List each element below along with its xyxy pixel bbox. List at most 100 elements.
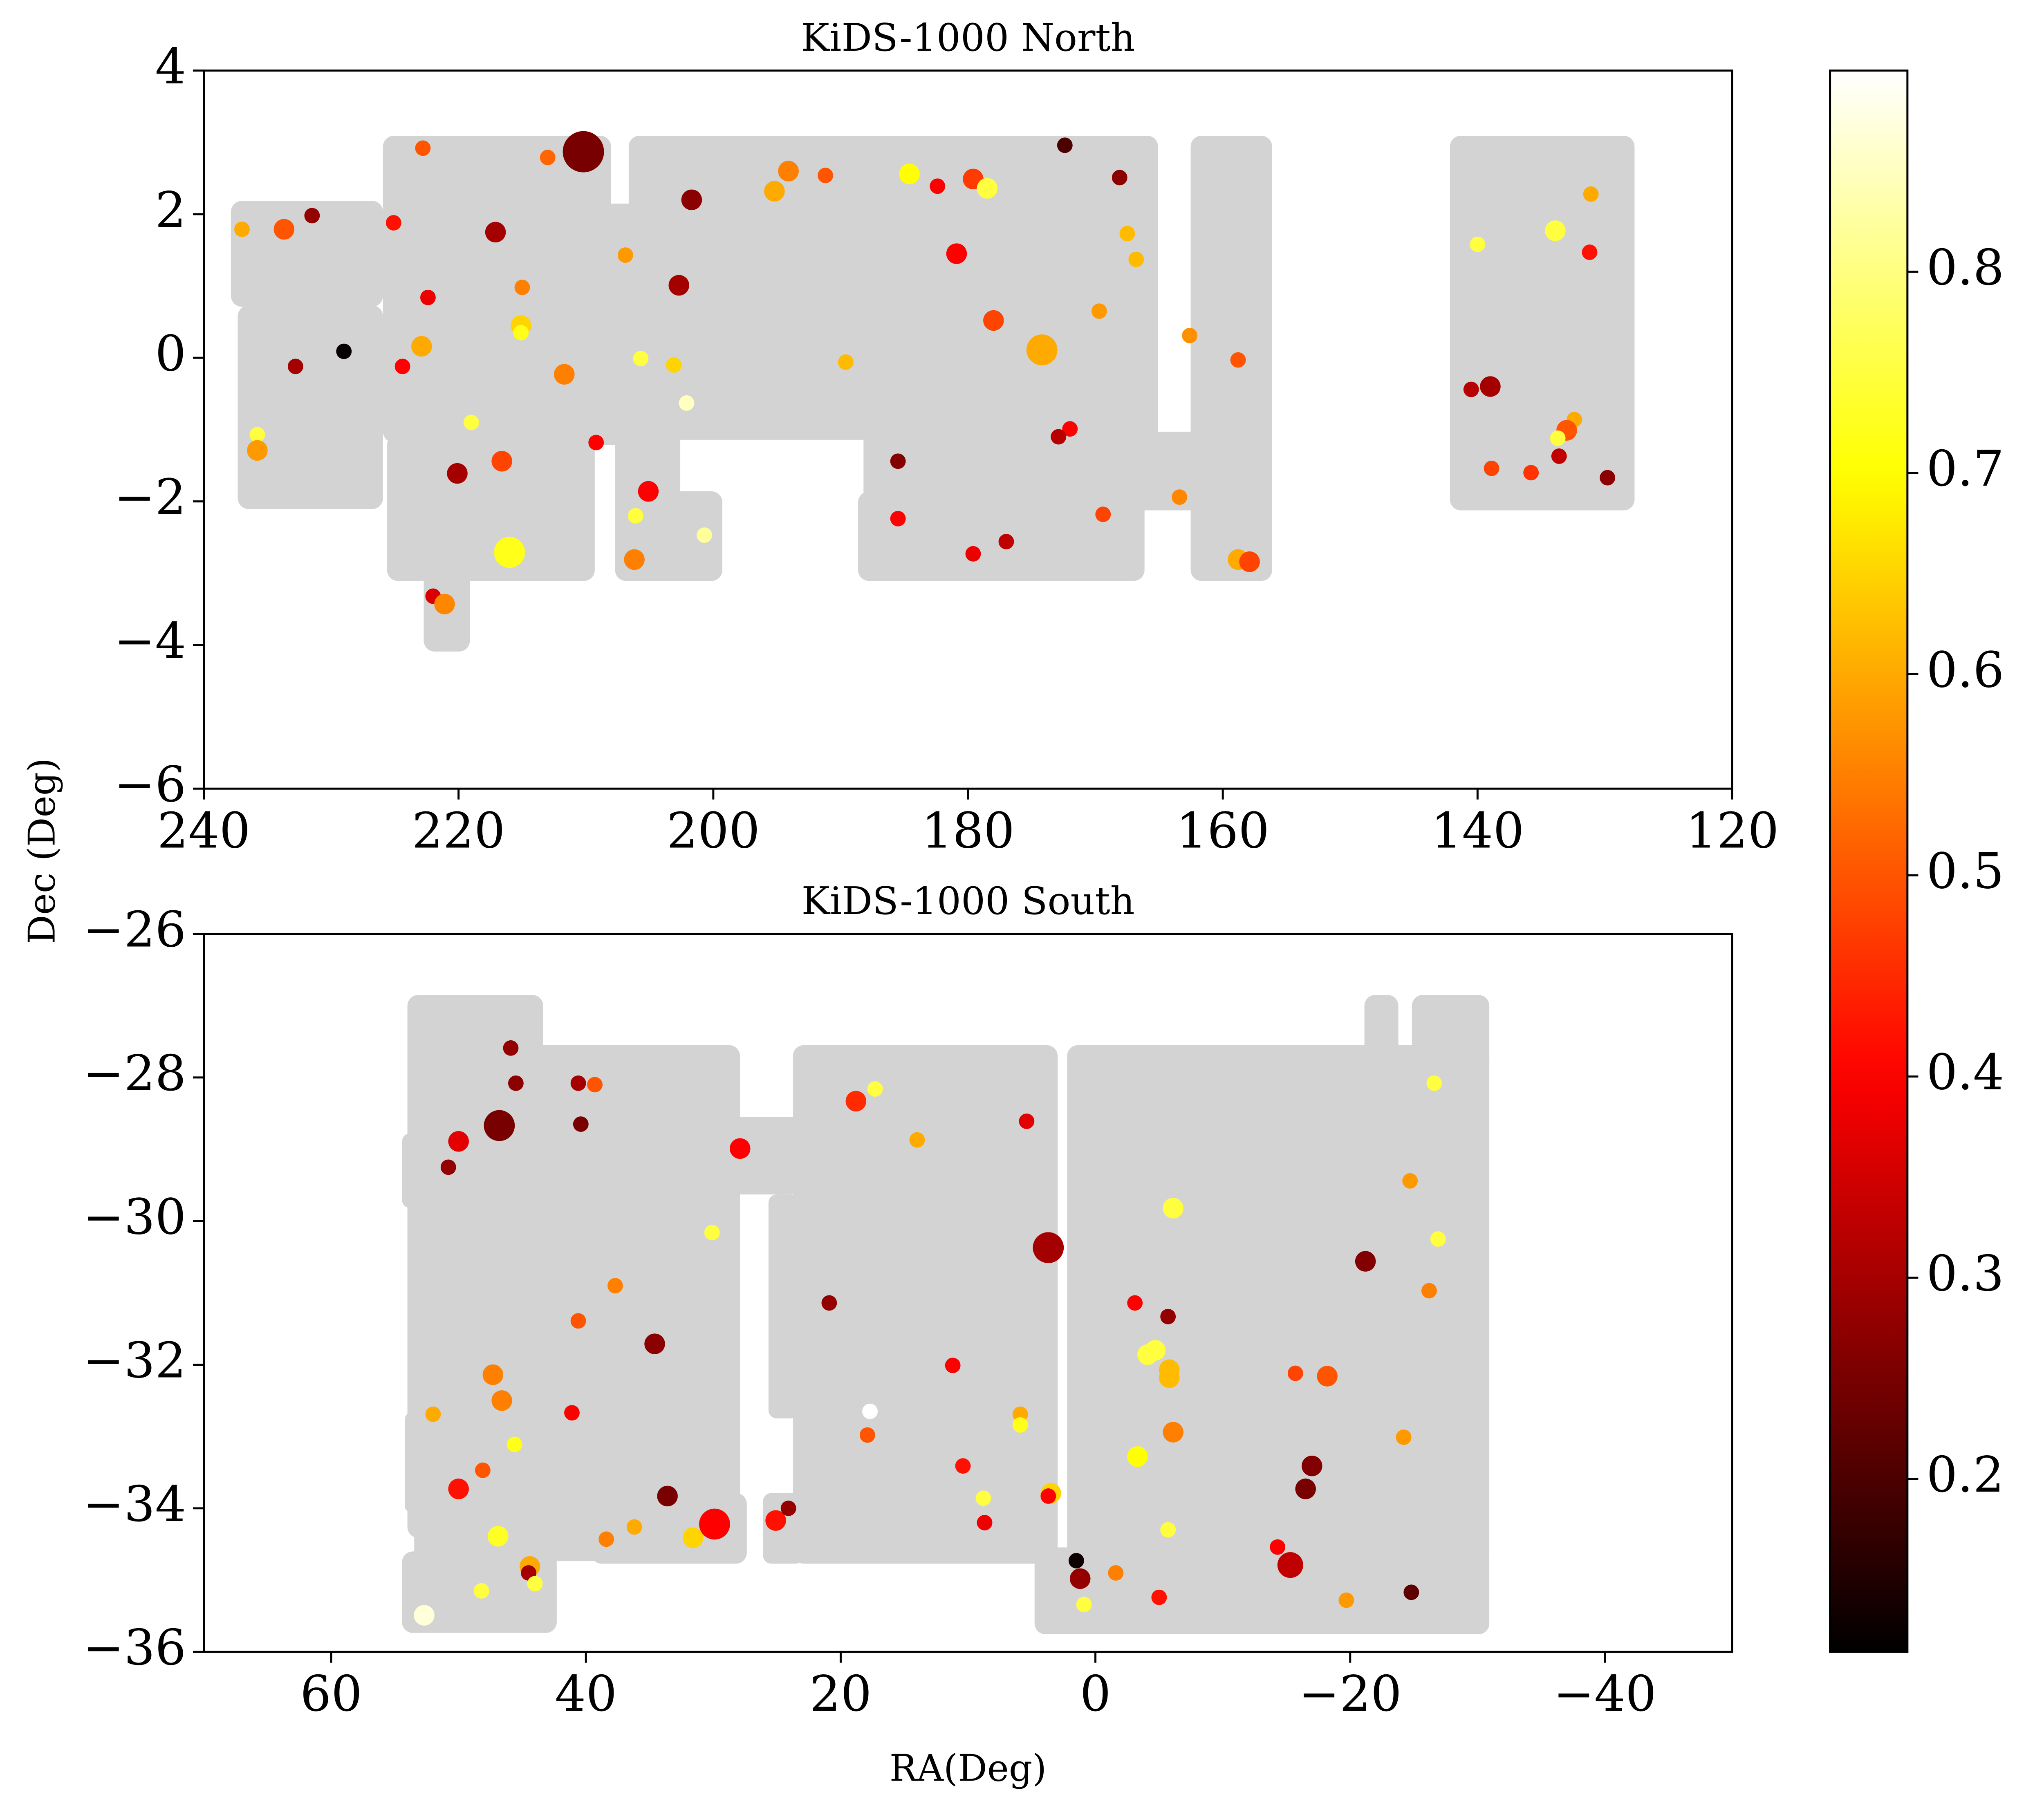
point (975, 1490, 991, 1506)
x-tick-label: 160 (1176, 802, 1269, 859)
colorbar-tick-label: 0.3 (1926, 1246, 2004, 1302)
point (1583, 186, 1599, 202)
x-tick-label: 60 (300, 1666, 362, 1723)
colorbar (1829, 69, 1909, 1653)
point (287, 358, 303, 374)
y-tick-label: −36 (83, 1620, 186, 1676)
point (626, 1519, 642, 1535)
point (1040, 1488, 1056, 1504)
point (440, 1159, 456, 1175)
point (818, 168, 833, 184)
point (977, 178, 997, 199)
point (681, 189, 702, 211)
points (234, 131, 1616, 615)
point (909, 1132, 925, 1148)
point (945, 1358, 961, 1373)
point (570, 1313, 586, 1329)
point (1182, 327, 1198, 343)
point (1317, 1366, 1338, 1387)
point (780, 1500, 796, 1516)
point (448, 1131, 469, 1152)
point (628, 508, 643, 524)
x-tick-label: 20 (809, 1666, 872, 1723)
point (1091, 303, 1107, 319)
point (764, 181, 785, 202)
y-tick-label: 4 (155, 38, 186, 95)
point (638, 481, 659, 502)
colorbar-tick-label: 0.8 (1926, 240, 2004, 296)
x-tick-label: 180 (921, 802, 1015, 859)
point (473, 1583, 489, 1599)
y-tick-label: −30 (83, 1189, 186, 1246)
point (1402, 1173, 1418, 1189)
point (448, 1479, 469, 1499)
point (475, 1462, 491, 1478)
x-tick-label: 0 (1080, 1666, 1111, 1723)
y-tick-label: −32 (83, 1333, 186, 1389)
point (867, 1081, 883, 1097)
point (573, 1116, 589, 1132)
point (644, 1333, 665, 1354)
y-tick-label: −4 (114, 613, 186, 670)
y-tick-label: −26 (83, 902, 186, 959)
chart-title: KiDS-1000 South (801, 879, 1134, 923)
point (1600, 470, 1616, 486)
point (1062, 421, 1078, 437)
point (598, 1531, 614, 1547)
point (463, 414, 479, 430)
point (1523, 465, 1539, 481)
point (1159, 1367, 1180, 1388)
point (1127, 1446, 1148, 1467)
colorbar-tick-label: 0.6 (1926, 642, 2004, 699)
colorbar-tick-label: 0.4 (1926, 1044, 2004, 1101)
point (1033, 1232, 1064, 1264)
point (1160, 1308, 1176, 1324)
point (491, 1390, 512, 1411)
point (1270, 1539, 1286, 1555)
point (668, 275, 689, 296)
y-tick-label: 0 (155, 325, 186, 382)
y-tick-label: 2 (155, 182, 186, 239)
point (899, 164, 920, 184)
point (273, 219, 295, 240)
point (503, 1040, 519, 1056)
point (482, 1364, 504, 1385)
point (1338, 1592, 1354, 1608)
point (415, 140, 431, 156)
point (1019, 1113, 1035, 1129)
survey-footprint-south (402, 995, 1490, 1634)
point (1582, 244, 1598, 260)
point (1112, 170, 1127, 186)
point (1239, 551, 1260, 572)
point (588, 435, 604, 450)
point (704, 1225, 720, 1241)
point (838, 354, 854, 370)
point (527, 1576, 543, 1592)
point (491, 451, 512, 472)
point (1295, 1479, 1316, 1499)
point (624, 549, 645, 570)
point (699, 1508, 730, 1540)
point (1163, 1198, 1183, 1219)
y-axis-label: Dec (Deg) (21, 758, 63, 944)
y-tick-label: −2 (114, 469, 186, 526)
point (821, 1295, 837, 1311)
x-tick-label: 240 (157, 802, 250, 859)
point (946, 243, 967, 264)
point (1095, 506, 1111, 522)
point (514, 280, 530, 296)
point (507, 1436, 522, 1452)
point (485, 222, 506, 243)
colorbar-tick-label: 0.5 (1926, 843, 2004, 900)
point (554, 364, 575, 385)
point (434, 594, 455, 615)
point (890, 511, 906, 526)
survey-footprint-north (231, 136, 1635, 652)
point (1069, 1568, 1091, 1589)
point (965, 546, 981, 562)
point (697, 527, 712, 543)
point (447, 463, 468, 484)
point (977, 1515, 993, 1530)
point (666, 357, 682, 373)
